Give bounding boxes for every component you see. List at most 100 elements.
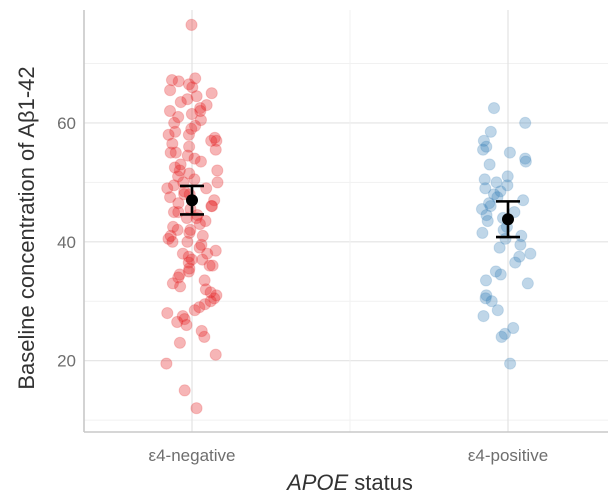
data-point bbox=[484, 125, 497, 138]
data-point bbox=[173, 336, 186, 349]
x-tick-label: ε4-negative bbox=[149, 446, 236, 465]
data-point bbox=[507, 321, 520, 335]
data-point bbox=[193, 301, 206, 314]
data-point bbox=[196, 253, 209, 266]
mean-point bbox=[186, 194, 198, 207]
data-point bbox=[161, 182, 174, 195]
data-point bbox=[199, 283, 212, 296]
data-point bbox=[494, 185, 507, 198]
grid bbox=[84, 10, 608, 432]
data-point bbox=[185, 18, 198, 31]
data-point bbox=[211, 176, 224, 189]
data-point bbox=[190, 402, 203, 415]
data-point bbox=[484, 200, 497, 213]
data-point bbox=[194, 155, 207, 168]
y-tick-label: 20 bbox=[57, 352, 76, 371]
data-point bbox=[475, 203, 489, 216]
data-point bbox=[164, 84, 177, 97]
data-point bbox=[164, 191, 177, 204]
data-point bbox=[178, 313, 191, 326]
data-point bbox=[195, 324, 208, 338]
data-point bbox=[205, 200, 218, 213]
data-point bbox=[478, 173, 491, 186]
data-point bbox=[166, 137, 179, 150]
data-point bbox=[182, 250, 195, 263]
data-point bbox=[183, 226, 196, 239]
data-point bbox=[183, 262, 196, 275]
data-point bbox=[185, 122, 198, 135]
data-point bbox=[205, 134, 218, 147]
data-point bbox=[164, 146, 177, 159]
y-axis-title: Baseline concentration of Aβ1-42 bbox=[14, 66, 39, 389]
data-point bbox=[181, 235, 194, 248]
data-point bbox=[193, 217, 206, 231]
data-point bbox=[183, 140, 196, 153]
data-point bbox=[205, 200, 219, 213]
data-point bbox=[199, 214, 212, 228]
data-point bbox=[491, 304, 504, 317]
data-point bbox=[162, 232, 175, 245]
data-point bbox=[519, 155, 532, 168]
data-point bbox=[208, 131, 221, 144]
y-tick-label: 40 bbox=[57, 233, 76, 252]
data-point bbox=[205, 87, 218, 100]
data-point bbox=[198, 274, 211, 287]
data-point bbox=[184, 223, 197, 236]
data-point bbox=[161, 307, 174, 320]
data-point bbox=[171, 223, 184, 236]
data-point bbox=[193, 241, 206, 254]
data-point bbox=[183, 167, 196, 180]
data-point bbox=[483, 158, 496, 171]
data-point bbox=[168, 161, 181, 174]
data-point bbox=[172, 197, 185, 210]
data-point bbox=[494, 268, 507, 281]
data-point bbox=[167, 179, 181, 192]
data-point bbox=[501, 179, 514, 192]
data-point bbox=[208, 194, 221, 207]
data-point bbox=[495, 330, 508, 343]
data-point bbox=[174, 96, 187, 109]
data-point bbox=[206, 259, 219, 272]
data-point bbox=[211, 164, 224, 177]
data-point bbox=[479, 274, 493, 287]
data-point bbox=[504, 357, 517, 370]
data-point bbox=[201, 247, 214, 260]
data-point bbox=[169, 125, 182, 138]
data-point bbox=[176, 247, 189, 260]
data-point bbox=[503, 146, 516, 159]
data-point bbox=[519, 152, 532, 165]
data-point bbox=[483, 197, 496, 210]
data-point bbox=[166, 277, 179, 290]
error-bars bbox=[180, 184, 520, 239]
data-point bbox=[203, 259, 216, 272]
data-point bbox=[185, 107, 198, 121]
data-point bbox=[165, 74, 179, 87]
data-point bbox=[167, 206, 181, 219]
y-tick-label: 60 bbox=[57, 114, 76, 133]
data-point bbox=[210, 134, 223, 147]
data-point bbox=[209, 143, 222, 156]
data-point bbox=[204, 295, 217, 308]
data-point bbox=[479, 292, 492, 305]
data-point bbox=[172, 110, 185, 124]
data-point bbox=[480, 209, 493, 222]
data-point bbox=[181, 149, 194, 162]
data-point bbox=[176, 310, 189, 323]
data-point bbox=[524, 247, 537, 260]
data-point bbox=[174, 158, 187, 171]
data-point bbox=[189, 119, 202, 133]
data-point bbox=[167, 220, 180, 233]
data-point bbox=[489, 265, 502, 278]
data-point bbox=[194, 102, 207, 115]
data-point bbox=[209, 348, 222, 361]
data-point bbox=[169, 146, 182, 159]
data-point bbox=[487, 102, 501, 115]
data-point bbox=[173, 268, 186, 281]
data-points bbox=[160, 18, 537, 415]
data-point bbox=[487, 188, 501, 201]
data-point bbox=[180, 318, 193, 332]
axes bbox=[83, 10, 608, 433]
data-point bbox=[501, 170, 514, 183]
data-point bbox=[204, 286, 217, 299]
